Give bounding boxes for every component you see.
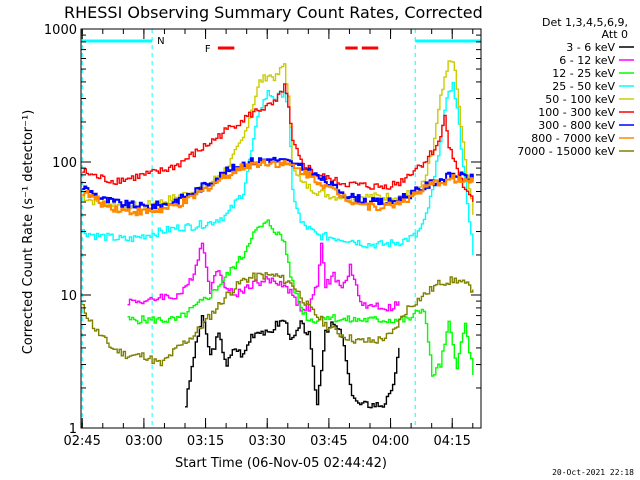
- legend-header-line: Det 1,3,4,5,6,9,: [542, 16, 628, 29]
- series-line-6-12-kev: [127, 242, 400, 312]
- legend-label: 7000 - 15000 keV: [517, 145, 615, 158]
- x-tick-label: 04:15: [433, 434, 470, 449]
- legend-label: 25 - 50 keV: [552, 80, 615, 93]
- x-tick-label: 03:45: [310, 434, 347, 449]
- x-tick-label: 02:45: [63, 434, 100, 449]
- legend-label: 300 - 800 keV: [538, 119, 615, 132]
- chart-title: RHESSI Observing Summary Count Rates, Co…: [64, 3, 483, 22]
- series-line-3-6-kev: [185, 315, 400, 409]
- series-layer: [82, 60, 474, 409]
- series-line-800-7000-kev: [82, 159, 474, 217]
- series-line-12-25-kev: [127, 219, 474, 377]
- series-line-100-300-kev: [82, 83, 474, 202]
- legend-label: 12 - 25 keV: [552, 67, 615, 80]
- x-tick-label: 03:30: [248, 434, 285, 449]
- y-axis-label: Corrected Count Rate (s⁻¹ detector⁻¹): [21, 110, 36, 355]
- flare-flag-label: F: [205, 44, 211, 55]
- legend-label: 6 - 12 keV: [559, 54, 615, 67]
- y-tick-label: 100: [52, 156, 77, 171]
- x-tick-label: 04:00: [372, 434, 409, 449]
- x-tick-label: 03:15: [187, 434, 224, 449]
- x-tick-label: 03:00: [125, 434, 162, 449]
- series-line-25-50-kev: [82, 81, 474, 255]
- axes: 1 10 100 1000 02:45 03:00 03:15 03:30 03:45 04:00…: [44, 23, 482, 449]
- date-stamp: 20-Oct-2021 22:18: [552, 468, 634, 477]
- legend-header: Det 1,3,4,5,6,9,Att 0: [542, 16, 628, 41]
- legend-label: 800 - 7000 keV: [531, 132, 615, 145]
- night-flag-label: N: [157, 36, 164, 47]
- y-tick-label: 1000: [44, 23, 77, 38]
- y-tick-label: 1: [69, 422, 77, 437]
- series-line-7000-15000-kev: [82, 272, 474, 367]
- legend-header-line: Att 0: [602, 28, 628, 41]
- legend-label: 50 - 100 keV: [545, 93, 615, 106]
- legend-label: 100 - 300 keV: [538, 106, 615, 119]
- plot-frame: [80, 28, 482, 429]
- legend-label: 3 - 6 keV: [566, 41, 615, 54]
- x-axis-label: Start Time (06-Nov-05 02:44:42): [175, 456, 387, 471]
- y-tick-label: 10: [60, 289, 77, 304]
